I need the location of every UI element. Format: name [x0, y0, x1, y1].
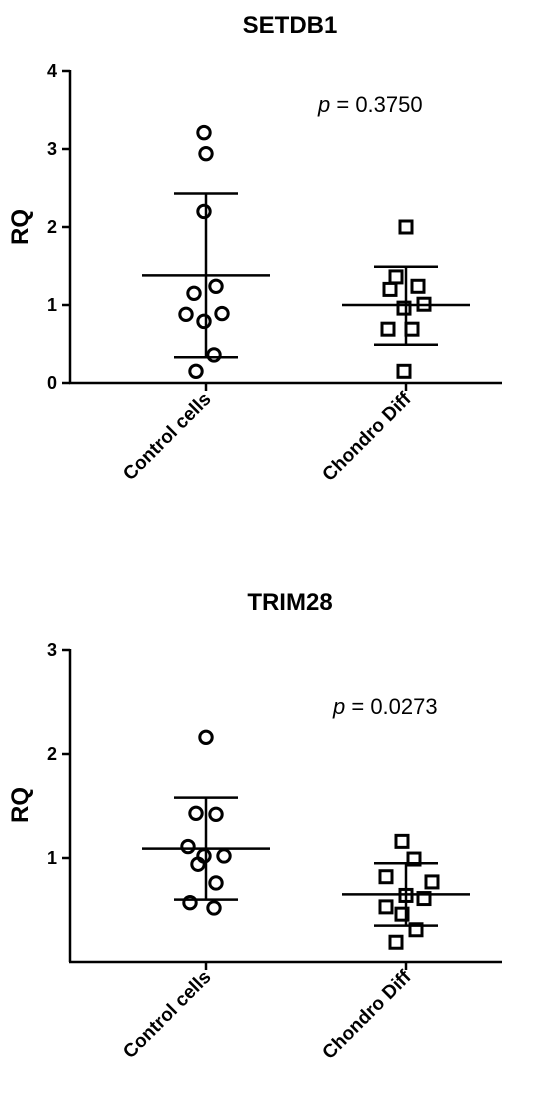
y-tick-label: 1 — [47, 295, 57, 315]
data-point — [188, 805, 204, 821]
data-point — [216, 848, 232, 864]
data-point — [396, 363, 412, 379]
data-point — [378, 899, 394, 915]
chart-panel-setdb1: SETDB1 0 1 2 3 4 RQ Control cells Chondro Diff p … — [7, 12, 502, 486]
chart-title: TRIM28 — [247, 589, 332, 616]
data-point — [416, 891, 432, 907]
y-tick-label: 2 — [47, 744, 57, 764]
data-point — [206, 347, 222, 363]
data-point — [394, 906, 410, 922]
data-point — [388, 934, 404, 950]
data-point — [208, 806, 224, 823]
data-point — [382, 281, 398, 297]
y-tick-label: 4 — [47, 61, 57, 81]
data-point — [186, 285, 202, 301]
chart-title: SETDB1 — [243, 12, 338, 39]
series-control-cells — [142, 124, 270, 379]
data-point — [182, 895, 198, 911]
x-tick-label: Chondro Diff — [319, 966, 416, 1063]
data-point — [406, 851, 422, 867]
data-point — [388, 269, 404, 285]
x-tick-label: Chondro Diff — [319, 388, 416, 485]
data-point — [180, 838, 196, 855]
data-point — [188, 363, 204, 379]
y-tick-label: 0 — [47, 373, 57, 393]
series-control-cells — [142, 729, 270, 916]
data-point — [196, 203, 212, 220]
data-point — [178, 306, 194, 323]
data-point — [214, 305, 230, 322]
x-tick-label: Control cells — [119, 389, 215, 485]
p-value-annotation: p = 0.0273 — [332, 694, 438, 719]
chart-panel-trim28: TRIM28 1 2 3 RQ Control cells Chondro Diff p = … — [7, 589, 502, 1064]
y-axis-label: RQ — [7, 209, 34, 245]
data-point — [398, 887, 414, 903]
series-chondro-diff — [342, 833, 470, 950]
data-point — [396, 300, 412, 316]
data-point — [208, 875, 224, 891]
y-axis-label: RQ — [7, 787, 34, 823]
data-point — [408, 922, 424, 938]
data-point — [190, 856, 206, 872]
data-point — [196, 124, 212, 141]
data-point — [404, 321, 420, 337]
data-point — [198, 729, 214, 746]
y-tick-label: 3 — [47, 139, 57, 159]
data-point — [380, 321, 396, 337]
data-point — [378, 869, 394, 885]
y-tick-label: 1 — [47, 848, 57, 868]
data-point — [198, 145, 214, 162]
data-point — [196, 313, 212, 330]
data-point — [424, 874, 440, 890]
x-tick-label: Control cells — [119, 967, 215, 1063]
data-point — [206, 900, 222, 916]
data-point — [394, 833, 410, 849]
p-value-annotation: p = 0.3750 — [317, 92, 423, 117]
data-point — [398, 219, 414, 235]
y-tick-label: 2 — [47, 217, 57, 237]
y-tick-label: 3 — [47, 640, 57, 660]
data-point — [410, 278, 426, 294]
series-chondro-diff — [342, 219, 470, 379]
data-point — [416, 296, 432, 312]
data-point — [208, 278, 224, 294]
